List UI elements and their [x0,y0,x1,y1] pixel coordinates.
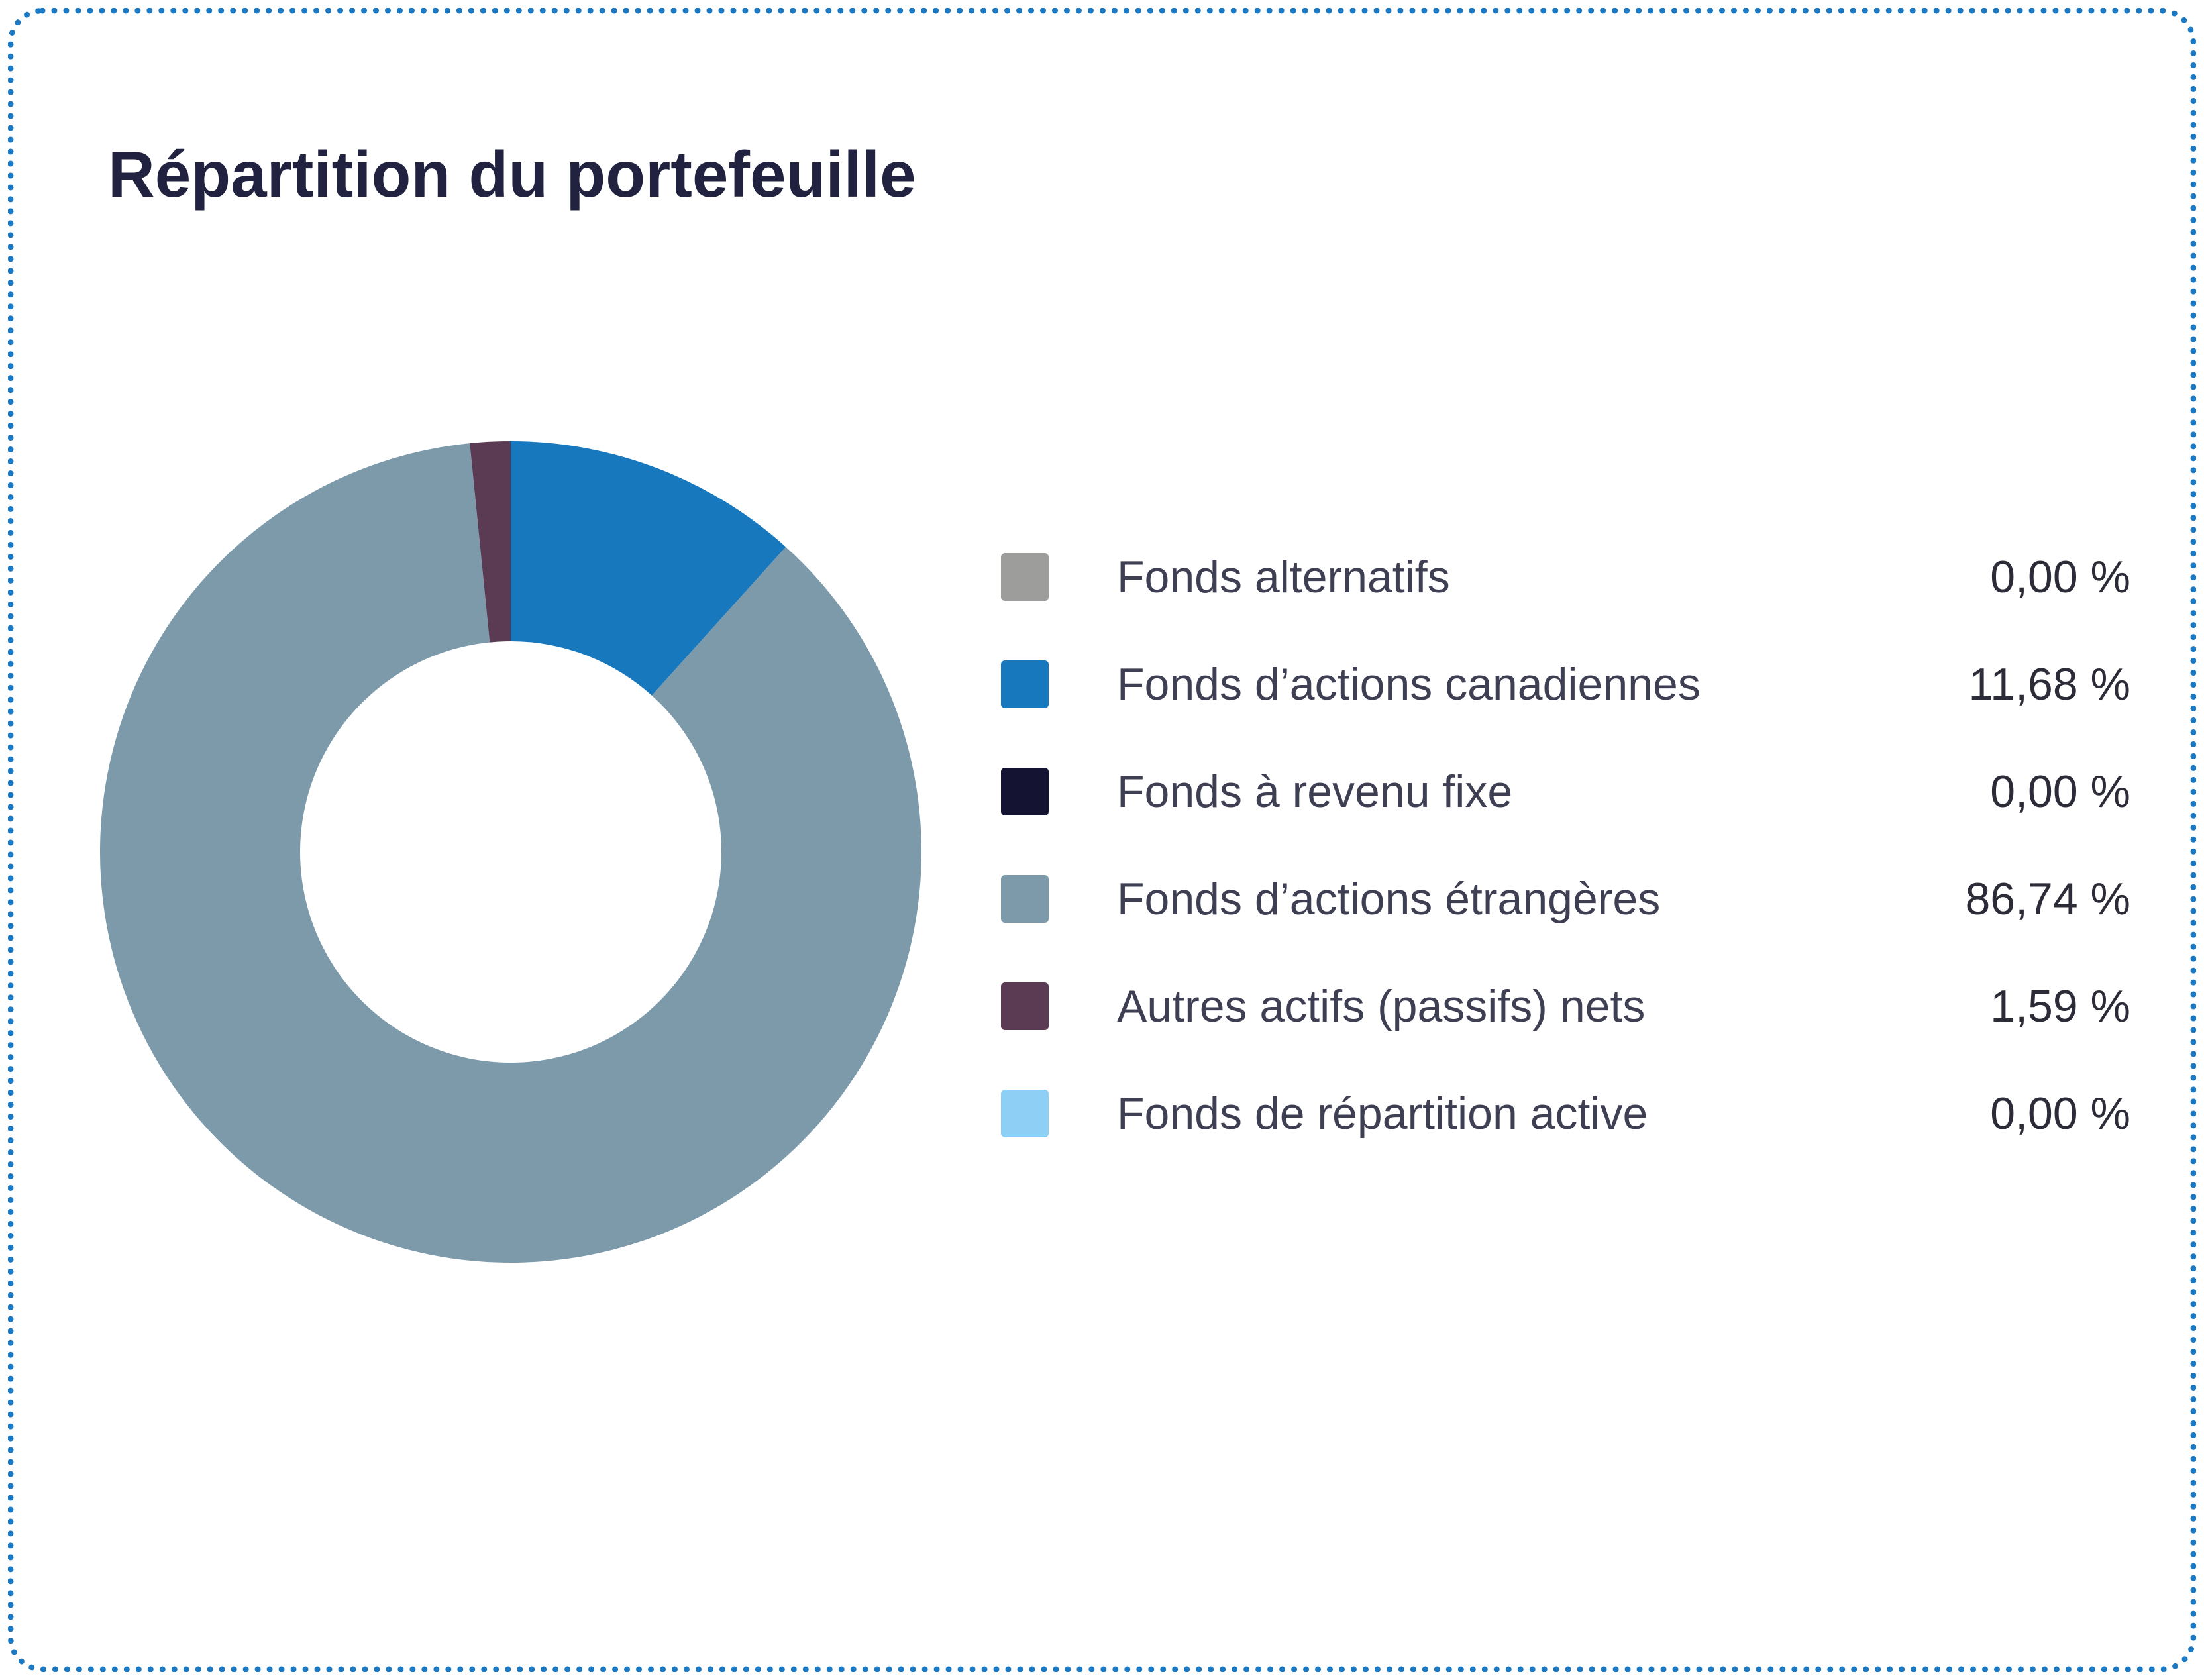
legend: Fonds alternatifs 0,00 % Fonds d’actions c… [1001,544,2130,1147]
legend-value: 11,68 % [1968,659,2130,709]
legend-value: 1,59 % [1990,981,2130,1031]
legend-value: 86,74 % [1965,874,2130,924]
legend-value: 0,00 % [1990,766,2130,817]
legend-row: Fonds d’actions étrangères 86,74 % [1001,866,2130,932]
legend-swatch [1001,982,1049,1030]
donut-slice [511,441,786,696]
legend-swatch [1001,768,1049,815]
legend-swatch [1001,660,1049,708]
legend-row: Fonds d’actions canadiennes 11,68 % [1001,651,2130,717]
legend-row: Fonds à revenu fixe 0,00 % [1001,759,2130,825]
donut-chart-container [99,441,921,1263]
legend-swatch [1001,553,1049,601]
legend-label: Fonds de répartition active [1117,1088,1648,1139]
donut-slice [470,441,511,643]
legend-label: Fonds d’actions canadiennes [1117,659,1701,709]
legend-swatch [1001,1090,1049,1137]
legend-label: Fonds à revenu fixe [1117,766,1513,817]
legend-label: Fonds d’actions étrangères [1117,874,1661,924]
legend-row: Fonds de répartition active 0,00 % [1001,1080,2130,1147]
legend-value: 0,00 % [1990,552,2130,602]
legend-label: Autres actifs (passifs) nets [1117,981,1646,1031]
donut-slice [99,443,921,1263]
portfolio-allocation-card: Répartition du portefeuille Fonds altern… [8,8,2196,1672]
legend-row: Fonds alternatifs 0,00 % [1001,544,2130,610]
legend-value: 0,00 % [1990,1088,2130,1139]
donut-chart [99,441,921,1263]
legend-label: Fonds alternatifs [1117,552,1450,602]
page-title: Répartition du portefeuille [108,138,916,211]
legend-swatch [1001,875,1049,923]
legend-row: Autres actifs (passifs) nets 1,59 % [1001,973,2130,1039]
